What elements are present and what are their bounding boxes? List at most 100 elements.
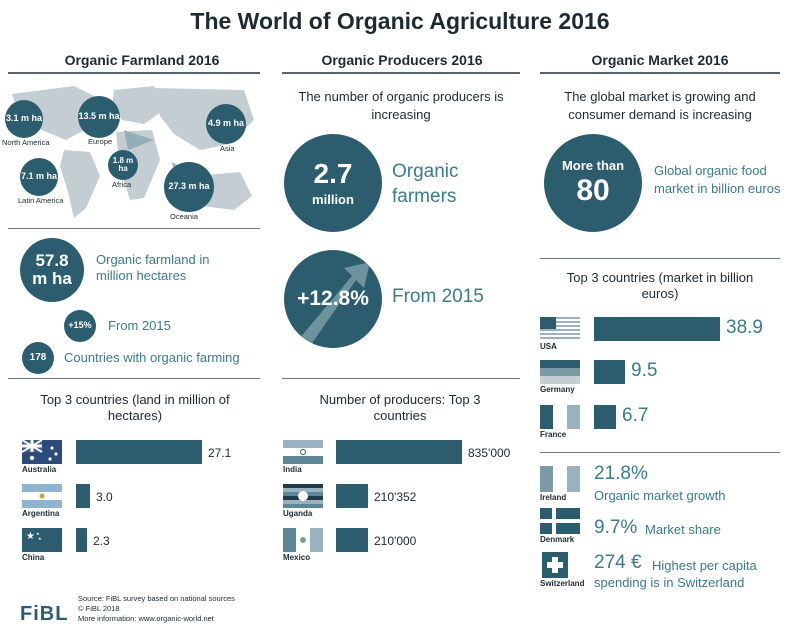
farmland-growth-label: From 2015: [108, 318, 171, 333]
farmland-total-circle: 57.8 m ha: [20, 238, 84, 302]
fibl-logo: FiBL: [20, 603, 69, 625]
market-total-prefix: More than: [561, 158, 625, 174]
bar-label: Germany: [540, 385, 575, 394]
region-latin-america-badge: 7.1 m ha: [20, 158, 58, 196]
market-top-title: Top 3 countries (market in billion euros…: [566, 270, 754, 302]
bar-label: China: [22, 553, 45, 562]
market-total-value: 80: [576, 174, 610, 208]
svg-text:★: ★: [36, 531, 40, 536]
market-total-circle: More than 80: [544, 134, 642, 232]
flag-china-icon: ★ ★ ★: [22, 528, 62, 552]
flag-australia-icon: [21, 439, 62, 464]
region-oceania-badge: 27.3 m ha: [164, 162, 214, 212]
bar-label: Australia: [22, 465, 57, 474]
bar: [594, 360, 625, 384]
divider: [540, 72, 780, 74]
flag-india-icon: [283, 440, 323, 464]
bar-value-label: 835'000: [468, 446, 511, 460]
bar: [76, 528, 87, 552]
divider: [540, 258, 780, 259]
region-latin-america-label: Latin America: [18, 196, 64, 205]
bar-value-label: 6.7: [622, 405, 649, 426]
bar-label: Mexico: [283, 553, 311, 562]
region-north-america-label: North America: [2, 138, 50, 147]
fact-value: 274 €: [594, 552, 642, 573]
bar: [336, 440, 462, 464]
svg-text:★: ★: [26, 531, 35, 542]
bar-value-label: 9.5: [631, 360, 658, 381]
fact-label: Organic market growth: [594, 488, 726, 503]
bar-value-label: 3.0: [96, 490, 113, 504]
region-oceania-label: Oceania: [170, 212, 198, 221]
region-north-america-badge: 3.1 m ha: [5, 100, 43, 138]
bar: [336, 528, 368, 552]
flag-germany-icon: [540, 360, 580, 384]
producers-total-value: 2.7: [313, 158, 353, 190]
flag-usa-icon: [540, 317, 580, 341]
bar-label: Argentina: [22, 509, 60, 518]
bar: [76, 440, 202, 464]
farmland-countries-circle: 178: [22, 342, 54, 374]
producers-total-circle: 2.7 million: [284, 134, 382, 232]
bar-value-label: 27.1: [208, 446, 232, 460]
producers-top-title: Number of producers: Top 3 countries: [319, 392, 481, 424]
footer-copyright: © FiBL 2018: [78, 604, 120, 613]
flag-denmark-icon: [540, 508, 580, 534]
bar-value-label: 38.9: [726, 317, 763, 338]
flag-mexico-icon: [283, 528, 323, 552]
region-asia-label: Asia: [220, 144, 235, 153]
growth-arrow-icon: [298, 262, 370, 346]
divider: [8, 72, 260, 74]
fact-value: 9.7%: [594, 517, 638, 538]
producers-heading: Organic Producers 2016: [321, 52, 483, 68]
region-asia-badge: 4.9 m ha: [206, 104, 246, 144]
flag-france-icon: [540, 405, 580, 429]
fact-country: Denmark: [540, 535, 575, 544]
page-title: The World of Organic Agriculture 2016: [190, 8, 610, 34]
farmland-heading: Organic Farmland 2016: [64, 52, 220, 68]
bar: [594, 317, 720, 341]
bar-label: USA: [540, 342, 557, 351]
bar: [594, 405, 616, 429]
producers-subtitle: The number of organic producers is incre…: [298, 89, 504, 122]
bar-label: India: [283, 465, 302, 474]
bar: [336, 484, 368, 508]
svg-text:★: ★: [38, 536, 42, 541]
farmland-top-title: Top 3 countries (land in million of hect…: [40, 392, 230, 424]
market-total-label: Global organic food market in billion eu…: [654, 163, 781, 196]
divider: [540, 452, 780, 453]
bar-value-label: 210'000: [374, 534, 417, 548]
flag-australia-icon-svg: [21, 439, 58, 461]
fact-value: 21.8%: [594, 463, 648, 484]
producers-growth-label: From 2015: [392, 286, 484, 307]
bar-value-label: 210'352: [374, 490, 417, 504]
fact-country: Switzerland: [540, 579, 585, 588]
producers-growth-value: +12.8%: [297, 286, 369, 310]
fact-label: Market share: [645, 522, 721, 537]
market-heading: Organic Market 2016: [591, 52, 729, 68]
divider: [8, 228, 260, 229]
region-africa-label: Africa: [112, 180, 132, 189]
divider: [8, 378, 260, 379]
region-europe-label: Europe: [88, 137, 113, 146]
flag-switzerland-icon: [542, 552, 568, 578]
fact-country: Ireland: [540, 493, 567, 502]
producers-total-unit: million: [312, 191, 354, 207]
farmland-countries-label: Countries with organic farming: [64, 350, 240, 365]
divider: [282, 378, 520, 379]
footer-source: Source: FiBL survey based on national so…: [78, 594, 235, 603]
bar-label: Uganda: [283, 509, 313, 518]
bar-value-label: 2.3: [93, 534, 110, 548]
farmland-growth-circle: +15%: [64, 310, 96, 342]
producers-total-label: Organic farmers: [392, 161, 459, 207]
footer-more-info: More information: www.organic-world.net: [78, 614, 214, 623]
flag-ireland-icon: [540, 466, 580, 492]
fact-label: Highest per capita spending is in Switze…: [594, 558, 757, 590]
bar-label: France: [540, 430, 567, 439]
region-europe-badge: 13.5 m ha: [78, 96, 120, 138]
farmland-total-label: Organic farmland in million hectares: [96, 252, 210, 284]
bar: [76, 484, 90, 508]
divider: [282, 72, 520, 74]
flag-argentina-icon: [22, 484, 62, 508]
flag-uganda-icon: [283, 484, 323, 508]
